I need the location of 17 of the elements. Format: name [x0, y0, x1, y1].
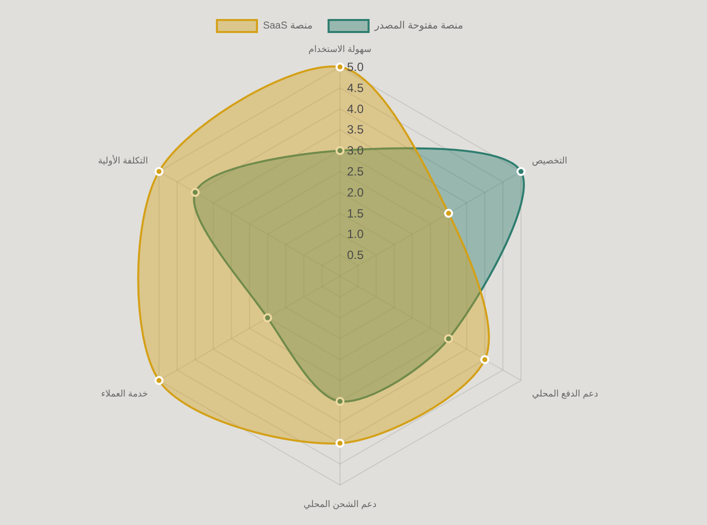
- spoke-label: خدمة العملاء: [101, 388, 148, 398]
- spoke-label: دعم الشحن المحلي: [303, 499, 377, 510]
- y-tick-label: 2.5: [347, 164, 364, 178]
- y-tick-label: 4.0: [347, 102, 364, 116]
- spoke-label: دعم الدفع المحلي: [532, 388, 598, 400]
- legend-label: منصة SaaS: [262, 20, 313, 32]
- spoke-label: التخصيص: [532, 156, 568, 166]
- y-tick-label: 2.0: [347, 185, 364, 200]
- y-tick-label: 1.5: [347, 206, 364, 220]
- y-tick-label: 1.0: [347, 227, 364, 242]
- y-tick-label: 5.0: [347, 60, 364, 74]
- y-tick-label: 0.5: [347, 248, 364, 262]
- legend-label: منصة مفتوحة المصدر: [374, 20, 464, 32]
- spoke-label: التكلفة الأولية: [98, 154, 148, 166]
- y-tick-label: 3.5: [347, 122, 364, 137]
- spoke-label: سهولة الاستخدام: [308, 44, 372, 55]
- y-tick-label: 4.5: [347, 80, 364, 95]
